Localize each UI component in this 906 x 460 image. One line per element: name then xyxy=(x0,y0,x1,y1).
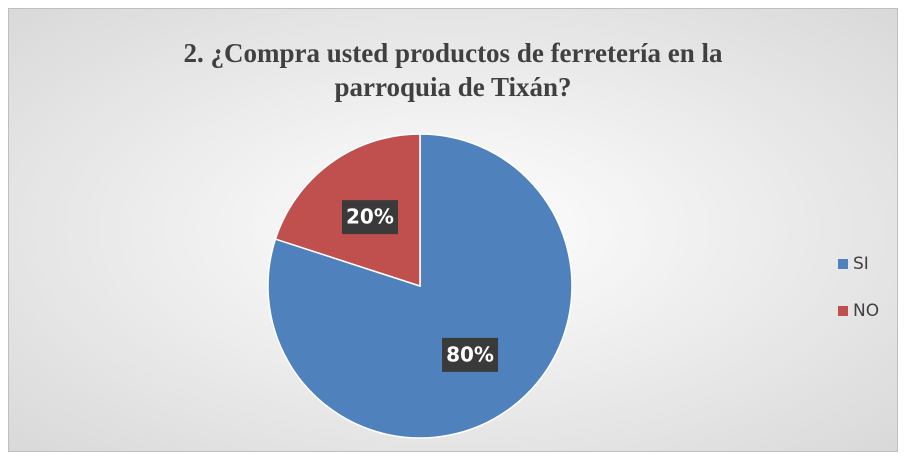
data-label-box xyxy=(442,337,499,372)
data-label-box xyxy=(341,200,398,235)
legend-label: NO xyxy=(853,301,879,321)
legend-swatch xyxy=(838,306,848,316)
legend-swatch xyxy=(838,259,848,269)
data-label: 20% xyxy=(346,205,394,229)
chart-title: 2. ¿Compra usted productos de ferretería… xyxy=(183,38,723,102)
legend-label: SI xyxy=(853,254,869,274)
data-label: 80% xyxy=(446,342,494,366)
